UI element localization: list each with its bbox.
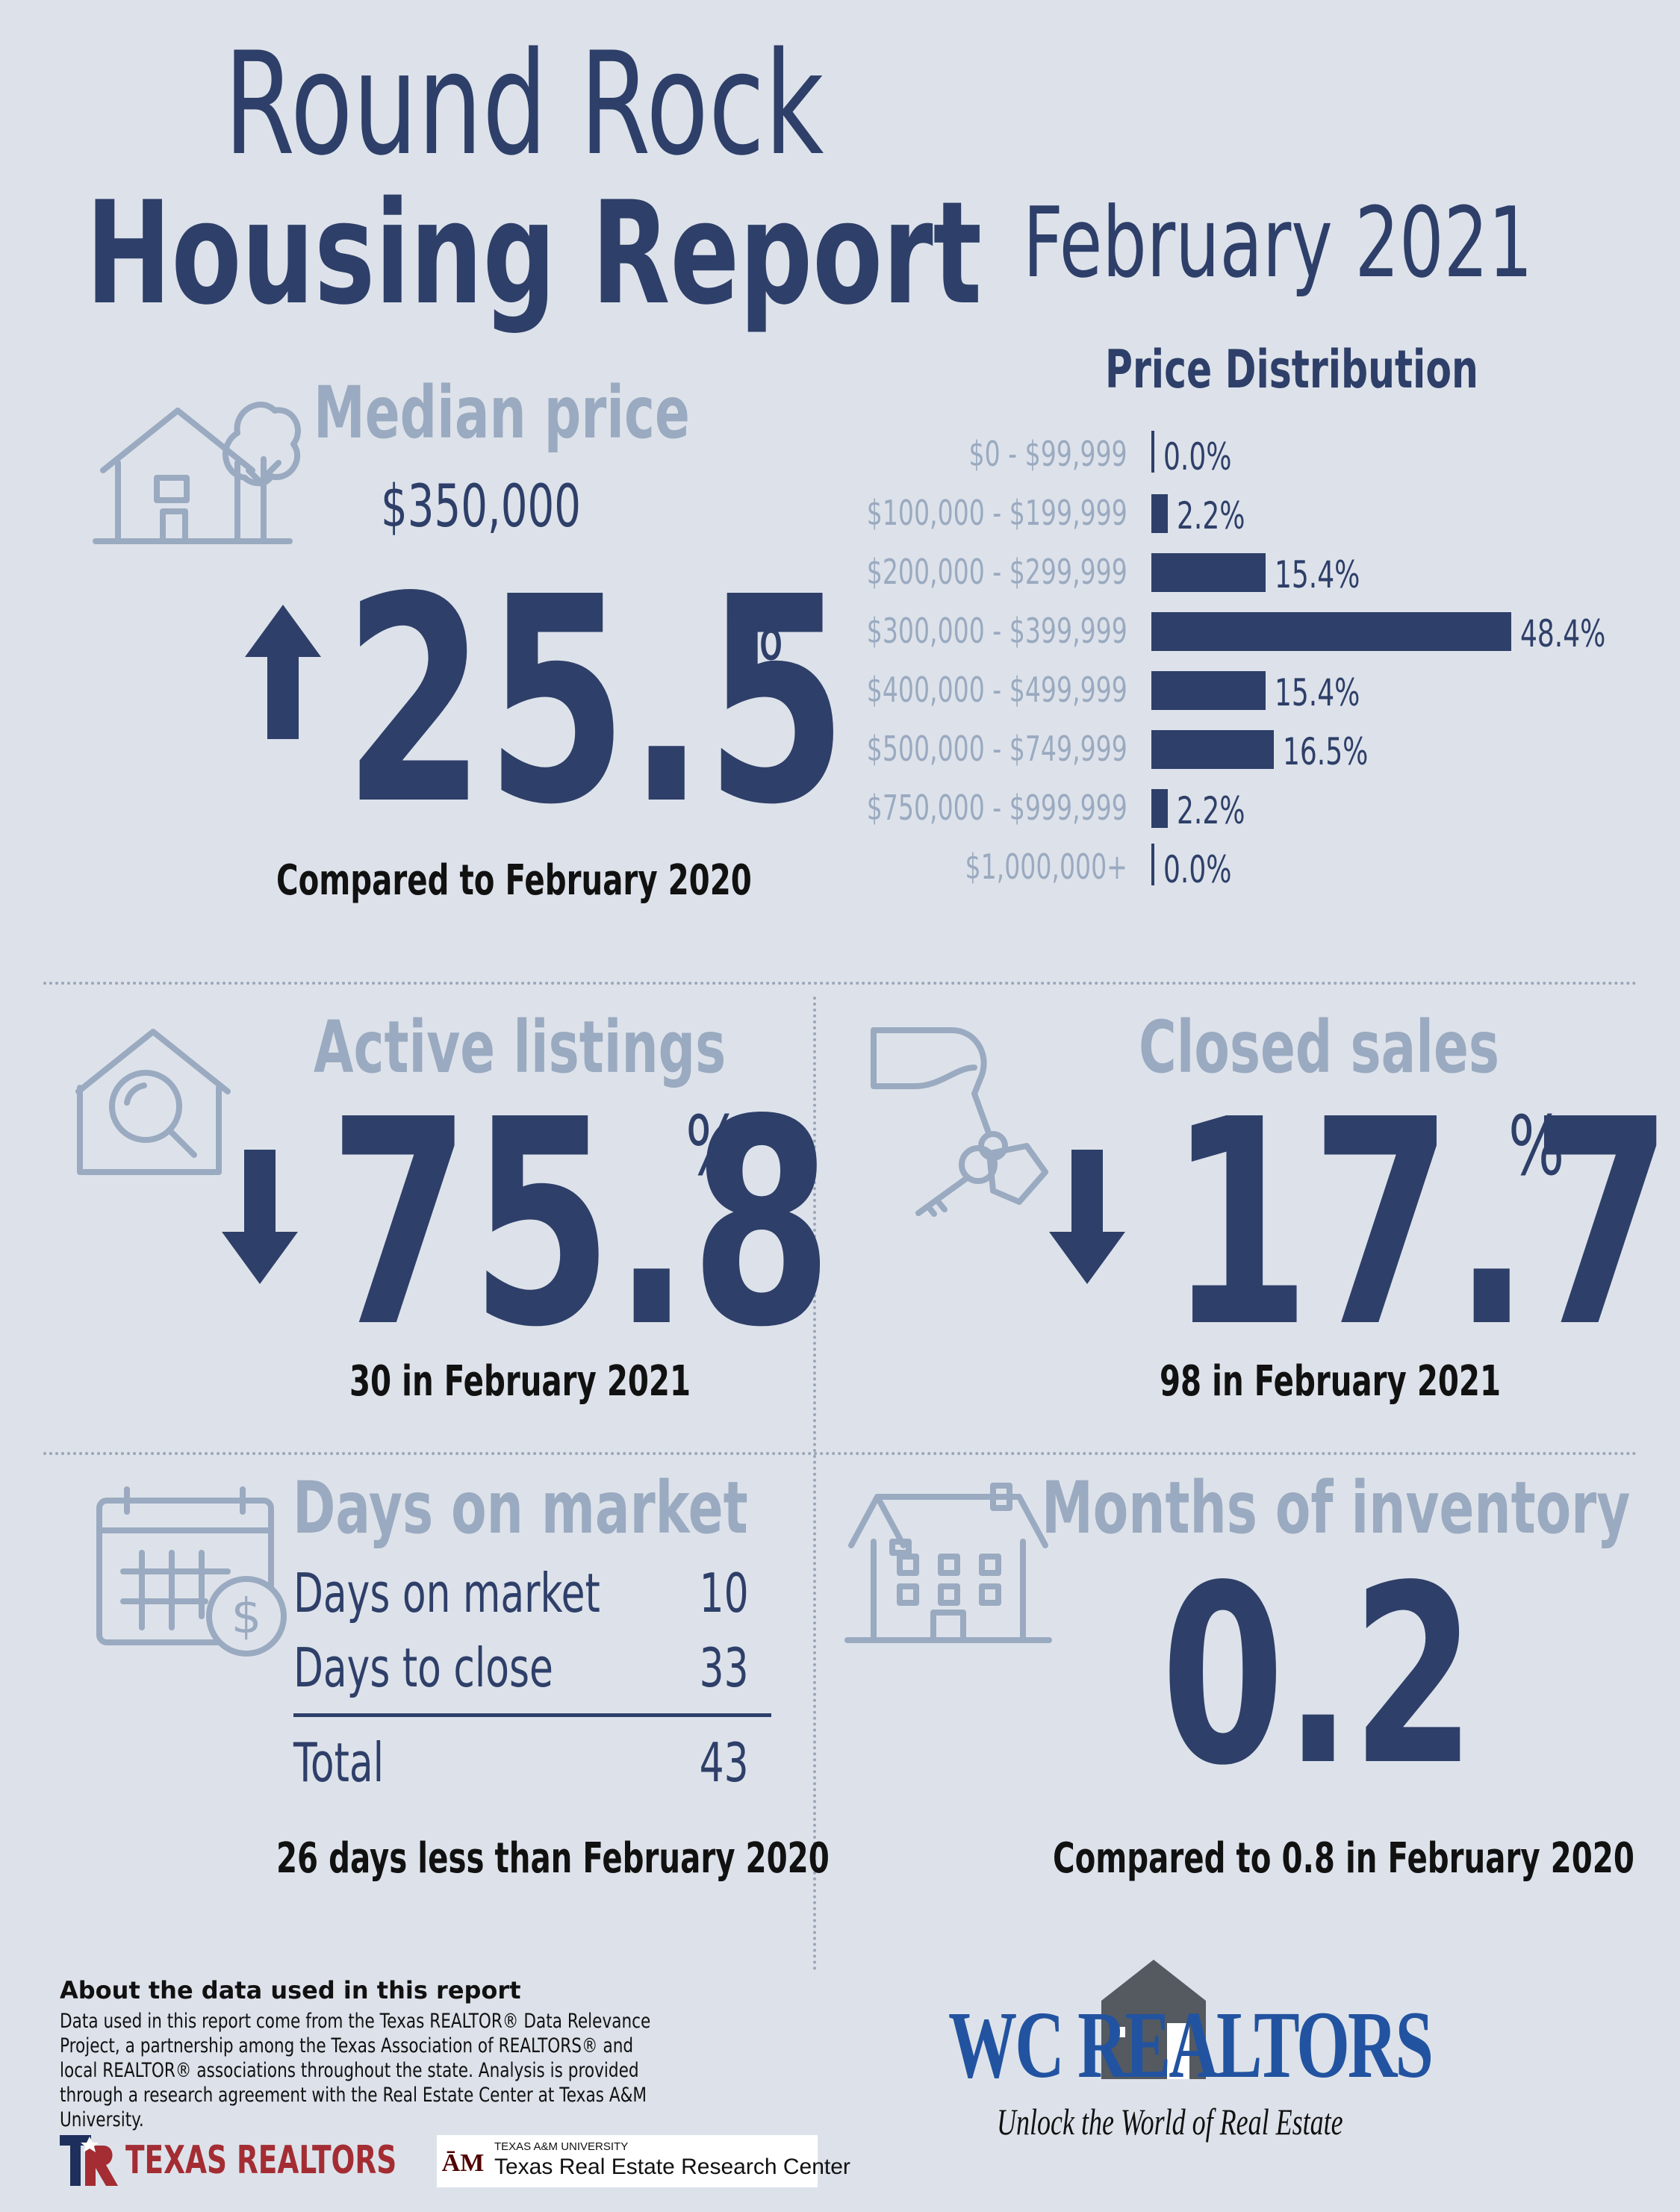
price-bucket-value: 16.5%: [1283, 730, 1369, 773]
price-bucket-label: $750,000 - $999,999: [866, 788, 1127, 828]
active-listings-sub: 30 in February 2021: [349, 1357, 691, 1406]
closed-sales-heading: Closed sales: [1139, 1006, 1499, 1089]
price-bucket-label: $100,000 - $199,999: [866, 493, 1127, 533]
price-bucket-bar: [1151, 431, 1154, 473]
price-bucket-value: 0.0%: [1163, 435, 1232, 479]
days-on-market-heading: Days on market: [293, 1466, 748, 1550]
tamu-small-text: TEXAS A&M UNIVERSITY: [494, 2140, 629, 2153]
report-date: February 2021: [1023, 186, 1533, 299]
dom-row-value: 10: [700, 1562, 749, 1624]
price-bucket-value: 15.4%: [1275, 671, 1360, 714]
wc-house-logo-icon: [1101, 1960, 1206, 2079]
price-bucket-row: $500,000 - $749,999 16.5%: [0, 724, 1680, 776]
price-bucket-bar: [1151, 553, 1266, 592]
svg-text:ĀM: ĀM: [442, 2149, 485, 2177]
months-inventory-value: 0.2: [1161, 1533, 1475, 1819]
price-bucket-value: 2.2%: [1177, 789, 1245, 832]
wc-realtors-tagline: Unlock the World of Real Estate: [997, 2101, 1343, 2143]
closed-sales-change-value: 17.7: [1169, 1059, 1673, 1389]
days-on-market-sub: 26 days less than February 2020: [276, 1834, 830, 1883]
price-bucket-row: $100,000 - $199,999 2.2%: [0, 488, 1680, 540]
arrow-up-icon: [245, 605, 321, 739]
texas-realtors-logo-icon: [60, 2135, 118, 2186]
dom-total-label: Total: [293, 1731, 385, 1794]
price-bucket-label: $300,000 - $399,999: [866, 611, 1127, 651]
active-listings-change-value: 75.8: [329, 1059, 833, 1389]
active-listings-change-unit: %: [685, 1098, 742, 1194]
price-distribution-title: Price Distribution: [1105, 339, 1478, 400]
price-bucket-row: $300,000 - $399,999 48.4%: [0, 606, 1680, 658]
median-change-unit: %: [728, 583, 785, 679]
dom-row-label: Days to close: [293, 1636, 553, 1699]
building-icon: [844, 1483, 1052, 1643]
price-bucket-row: $1,000,000+ 0.0%: [0, 842, 1680, 894]
median-compare-text: Compared to February 2020: [276, 856, 752, 905]
dom-row-total: Total 43: [293, 1736, 771, 1803]
price-bucket-row: $750,000 - $999,999 2.2%: [0, 783, 1680, 835]
report-title-line1: Round Rock: [224, 22, 824, 187]
house-search-icon: [75, 1029, 231, 1175]
price-bucket-value: 15.4%: [1275, 553, 1360, 596]
price-bucket-label: $0 - $99,999: [968, 434, 1127, 474]
active-listings-heading: Active listings: [314, 1006, 727, 1089]
price-bucket-bar: [1151, 671, 1266, 710]
price-bucket-bar: [1151, 789, 1168, 828]
svg-text:$: $: [231, 1589, 262, 1645]
tamu-name-text: Texas Real Estate Research Center: [494, 2155, 850, 2179]
median-change-value: 25.5: [343, 536, 848, 867]
price-bucket-label: $500,000 - $749,999: [866, 729, 1127, 769]
about-text: Data used in this report come from the T…: [60, 2010, 651, 2131]
arrow-down-icon: [222, 1150, 298, 1284]
months-inventory-heading: Months of inventory: [1042, 1466, 1631, 1550]
price-bucket-bar: [1151, 612, 1511, 651]
price-bucket-value: 2.2%: [1177, 494, 1245, 538]
price-bucket-label: $1,000,000+: [965, 847, 1127, 887]
calendar-dollar-icon: $: [96, 1486, 287, 1657]
dom-row-value: 33: [700, 1636, 749, 1699]
median-price-value: $350,000: [381, 473, 581, 540]
price-bucket-value: 48.4%: [1520, 612, 1606, 655]
price-bucket-value: 0.0%: [1163, 848, 1232, 891]
price-bucket-bar: [1151, 494, 1168, 533]
closed-sales-sub: 98 in February 2021: [1160, 1357, 1502, 1406]
median-price-heading: Median price: [314, 371, 690, 455]
price-bucket-row: $400,000 - $499,999 15.4%: [0, 665, 1680, 717]
dom-row-days-on-market: Days on market 10: [293, 1566, 771, 1633]
horizontal-divider-2: [43, 1452, 1637, 1455]
house-tree-icon: [93, 402, 301, 544]
hand-keys-icon: [871, 1027, 1048, 1217]
vertical-divider: [813, 997, 816, 1971]
arrow-down-icon: [1049, 1150, 1125, 1284]
dom-total-divider: [293, 1713, 771, 1717]
months-inventory-sub: Compared to 0.8 in February 2020: [1053, 1834, 1634, 1883]
price-bucket-row: $0 - $99,999 0.0%: [0, 429, 1680, 482]
price-bucket-label: $400,000 - $499,999: [866, 670, 1127, 710]
dom-row-label: Days on market: [293, 1562, 600, 1624]
price-bucket-bar: [1151, 844, 1154, 885]
price-bucket-bar: [1151, 730, 1274, 769]
tamu-logo-box: [489, 2135, 818, 2187]
dom-row-days-to-close: Days to close 33: [293, 1641, 771, 1708]
wc-realtors-logo-text: WC REALTORS: [948, 1992, 1434, 2098]
price-bucket-label: $200,000 - $299,999: [866, 552, 1127, 592]
horizontal-divider-1: [43, 982, 1637, 985]
texas-realtors-logo-text: TEXAS REALTORS: [125, 2138, 397, 2183]
report-title-line2: Housing Report: [86, 171, 983, 336]
dom-total-value: 43: [700, 1731, 749, 1794]
price-bucket-row: $200,000 - $299,999 15.4%: [0, 547, 1680, 599]
closed-sales-change-unit: %: [1508, 1098, 1565, 1194]
about-title: About the data used in this report: [60, 1976, 521, 2004]
tamu-logo-icon: ĀM: [437, 2135, 489, 2187]
